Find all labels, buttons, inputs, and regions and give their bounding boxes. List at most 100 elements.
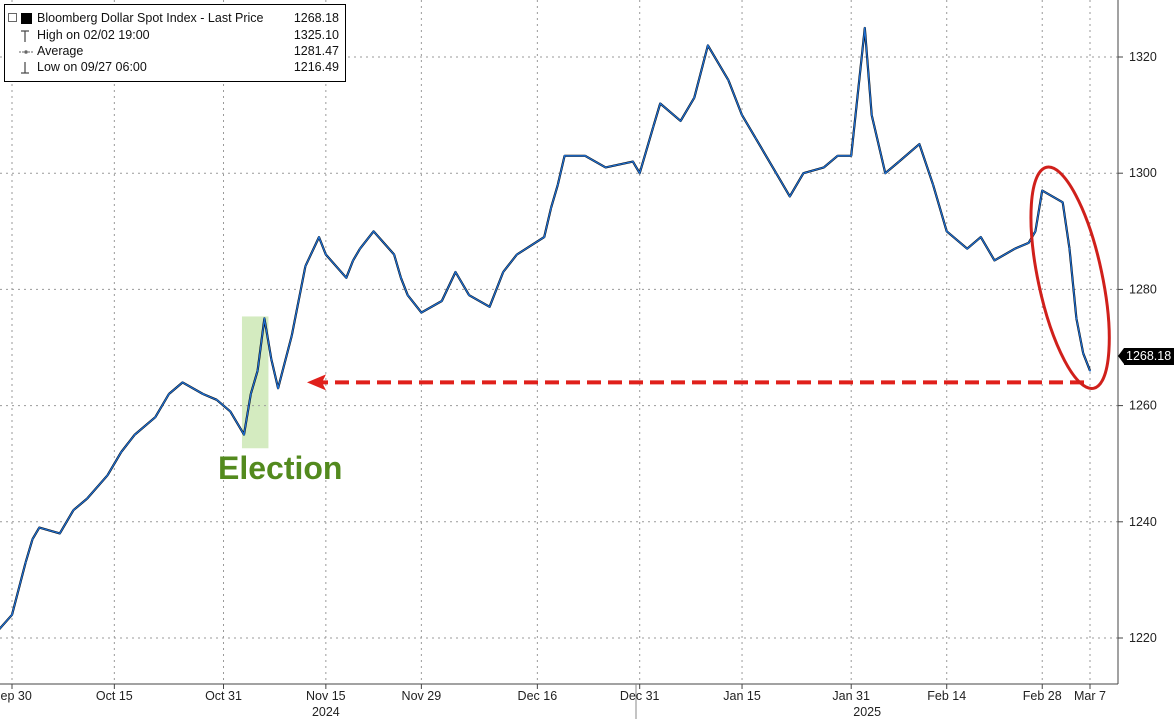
series-point — [638, 172, 641, 175]
series-point — [372, 230, 375, 233]
series-point — [543, 236, 546, 239]
series-point — [1027, 242, 1030, 244]
series-point — [754, 137, 757, 140]
election-annotation: Election — [218, 450, 343, 486]
x-tick-label: Nov 29 — [402, 689, 442, 703]
series-point — [1014, 247, 1016, 250]
y-tick-label: 1240 — [1129, 515, 1157, 529]
average-marker-icon — [19, 50, 33, 54]
series-point — [556, 183, 559, 186]
x-tick-label: Feb 28 — [1023, 689, 1062, 703]
legend-row-last: Bloomberg Dollar Spot Index - Last Price… — [5, 11, 345, 27]
y-tick-label: 1260 — [1129, 399, 1157, 413]
legend-row-low: Low on 09/27 06:00 1216.49 — [5, 60, 345, 76]
high-marker-icon — [21, 30, 29, 42]
series-point — [1089, 369, 1091, 372]
x-tick-label: Nov 15 — [306, 689, 346, 703]
series-line-shadow — [0, 26, 1092, 631]
series-point — [468, 294, 470, 297]
year-label: 2024 — [312, 705, 340, 719]
x-tick-label: Sep 30 — [0, 689, 32, 703]
series-point — [502, 271, 505, 273]
series-point — [215, 398, 218, 401]
series-point — [652, 125, 655, 128]
series-point — [352, 259, 354, 262]
legend-average-label: Average — [37, 44, 84, 58]
series-point — [345, 276, 348, 279]
x-tick-label: Mar 7 — [1074, 689, 1106, 703]
series-point — [11, 613, 13, 616]
legend-low-value: 1216.49 — [293, 60, 339, 74]
series-point — [863, 27, 866, 29]
series-point — [249, 393, 252, 395]
series-point — [979, 236, 982, 239]
series-line — [0, 27, 1091, 630]
legend-high-label: High on 02/02 19:00 — [37, 28, 150, 42]
y-tick-label: 1300 — [1129, 166, 1157, 180]
series-point — [277, 387, 279, 390]
y-tick-label: 1220 — [1129, 631, 1157, 645]
series-point — [1061, 201, 1064, 204]
legend-average-value: 1281.47 — [293, 44, 339, 58]
series-point — [290, 335, 293, 337]
series-point — [836, 154, 839, 157]
y-tick-label: 1280 — [1129, 282, 1157, 296]
low-marker-icon — [21, 62, 29, 74]
series-point — [1034, 230, 1037, 233]
legend: Bloomberg Dollar Spot Index - Last Price… — [4, 4, 346, 82]
series-point — [72, 509, 75, 512]
series-point — [1075, 317, 1078, 320]
series-point — [1082, 352, 1085, 355]
x-tick-label: Feb 14 — [927, 689, 966, 703]
series-point — [563, 154, 566, 157]
series-point — [693, 96, 696, 99]
series-point — [256, 369, 259, 372]
legend-last-value: 1268.18 — [293, 11, 339, 25]
series-point — [359, 247, 361, 250]
legend-low-label: Low on 09/27 06:00 — [37, 60, 147, 74]
series-point — [727, 79, 730, 82]
arrow-head — [307, 374, 326, 391]
x-tick-label: Oct 31 — [205, 689, 242, 703]
series-point — [229, 410, 232, 413]
series-point — [400, 276, 402, 279]
legend-row-high: High on 02/02 19:00 1325.10 — [5, 28, 345, 44]
series-point — [168, 393, 170, 395]
x-tick-label: Jan 15 — [723, 689, 761, 703]
legend-swatch — [21, 13, 32, 24]
tick-labels: 1220 1240 1260 1280 1300 1320 Sep 30 Oct 15 Oct … — [0, 50, 1157, 719]
series-point — [604, 166, 607, 169]
y-tick-label: 1320 — [1129, 50, 1157, 64]
series-point — [420, 311, 423, 314]
x-tick-label: Dec 16 — [518, 689, 558, 703]
year-label: 2025 — [853, 705, 881, 719]
series-point — [516, 253, 518, 256]
x-tick-label: Jan 31 — [832, 689, 870, 703]
series-point — [406, 294, 409, 297]
series-point — [679, 120, 682, 122]
grid-lines — [0, 0, 1118, 684]
series-point — [659, 102, 662, 105]
x-tick-label: Dec 31 — [620, 689, 660, 703]
series-point — [802, 172, 805, 175]
series-point — [1041, 189, 1044, 192]
series-point — [788, 195, 791, 198]
series-point — [945, 230, 948, 233]
series-point — [243, 433, 245, 436]
series-points — [11, 27, 1091, 616]
series-point — [24, 561, 27, 564]
legend-expand-icon[interactable] — [8, 13, 17, 22]
series-point — [632, 160, 634, 163]
series-point — [850, 154, 853, 157]
legend-high-value: 1325.10 — [293, 28, 339, 42]
series-point — [202, 393, 204, 395]
series-point — [823, 166, 825, 169]
series-point — [870, 114, 873, 116]
series-point — [58, 532, 61, 535]
series-point — [488, 305, 491, 308]
series-point — [181, 381, 184, 384]
legend-title: Bloomberg Dollar Spot Index - Last Price — [37, 11, 264, 25]
series-point — [707, 44, 709, 47]
series-point — [966, 247, 969, 250]
